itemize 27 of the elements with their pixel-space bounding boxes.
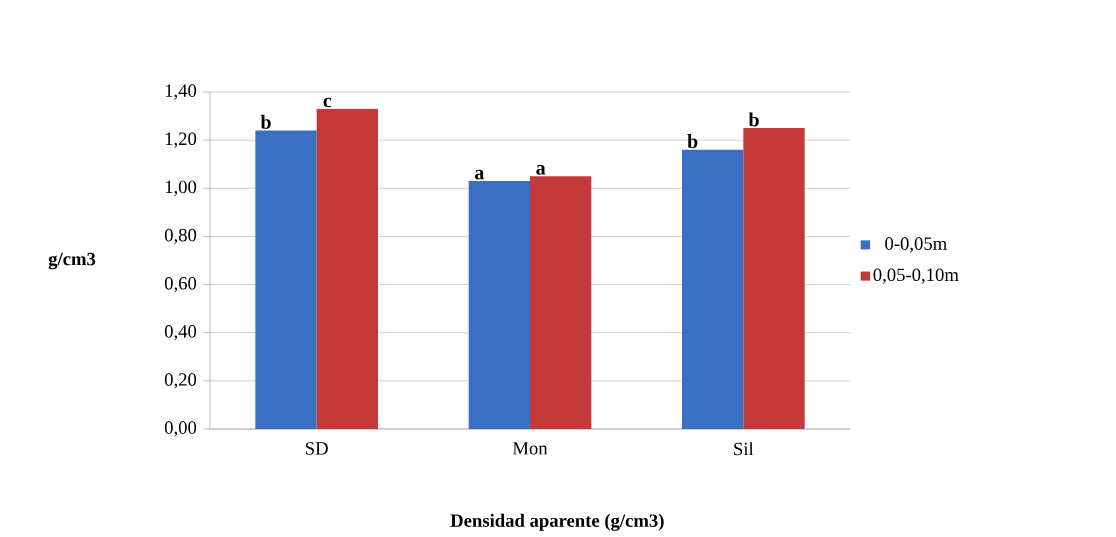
y-tick-label: 0,80 — [164, 228, 197, 245]
y-tick-label: 1,20 — [165, 132, 197, 148]
bar — [255, 130, 317, 429]
bar — [682, 149, 744, 429]
annotation: b — [260, 114, 271, 129]
y-tick-label: 0,20 — [164, 373, 197, 389]
x-axis-title: Densidad aparente (g/cm3) — [450, 513, 664, 531]
annotation: b — [687, 134, 698, 149]
x-tick-label: SD — [306, 442, 328, 455]
annotation: a — [474, 169, 485, 180]
bar — [530, 176, 592, 429]
x-tick-label: Mon — [512, 442, 548, 455]
y-tick-label: 0,40 — [164, 325, 197, 341]
y-tick-label: 0,00 — [164, 421, 197, 437]
y-tick-label: 1,00 — [165, 180, 197, 196]
annotation: c — [323, 97, 332, 108]
legend-label: 0-0,05m — [885, 237, 947, 253]
bar — [468, 181, 531, 429]
bar — [316, 108, 379, 429]
y-tick-label: 1,40 — [165, 84, 197, 100]
annotation: a — [536, 165, 546, 175]
x-tick-label: Sil — [734, 442, 754, 456]
annotation: b — [748, 112, 759, 127]
y-axis-title: g/cm3 — [48, 252, 96, 270]
y-tick-label: 0,60 — [164, 276, 197, 293]
bar — [743, 128, 805, 429]
legend-label: 0,05-0,10m — [873, 268, 959, 284]
